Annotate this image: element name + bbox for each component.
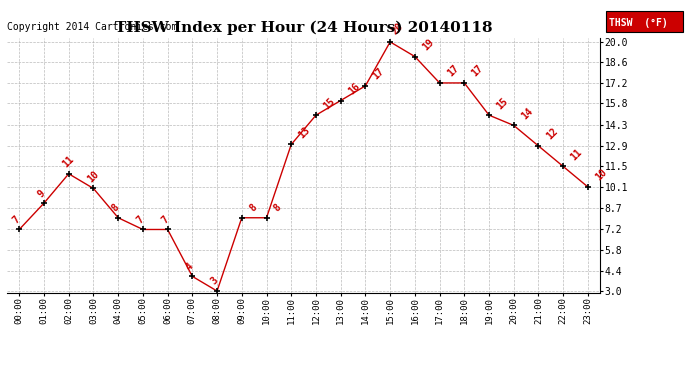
Text: 9: 9	[36, 188, 47, 199]
Text: 11: 11	[61, 154, 76, 170]
Text: 8: 8	[110, 202, 121, 214]
Text: 20: 20	[390, 21, 406, 36]
Text: 8: 8	[272, 202, 284, 214]
Text: 11: 11	[569, 147, 584, 162]
Text: THSW  (°F): THSW (°F)	[609, 18, 668, 28]
Text: 4: 4	[184, 261, 195, 272]
Text: 7: 7	[135, 214, 146, 225]
FancyBboxPatch shape	[607, 11, 683, 32]
Text: 7: 7	[11, 214, 22, 225]
Text: 17: 17	[371, 66, 386, 82]
Text: 15: 15	[495, 96, 510, 111]
Text: 17: 17	[470, 63, 485, 79]
Text: 16: 16	[346, 81, 362, 96]
Text: 13: 13	[297, 125, 312, 140]
Text: 3: 3	[209, 276, 220, 287]
Text: 12: 12	[544, 126, 560, 142]
Text: Copyright 2014 Cartronics.com: Copyright 2014 Cartronics.com	[7, 22, 177, 32]
Title: THSW Index per Hour (24 Hours) 20140118: THSW Index per Hour (24 Hours) 20140118	[115, 21, 493, 35]
Text: 15: 15	[322, 96, 337, 111]
Text: 8: 8	[247, 202, 259, 214]
Text: 19: 19	[420, 37, 436, 52]
Text: 10: 10	[593, 167, 609, 183]
Text: 10: 10	[85, 169, 101, 184]
Text: 14: 14	[520, 106, 535, 121]
Text: 7: 7	[159, 214, 170, 225]
Text: 17: 17	[445, 63, 460, 79]
